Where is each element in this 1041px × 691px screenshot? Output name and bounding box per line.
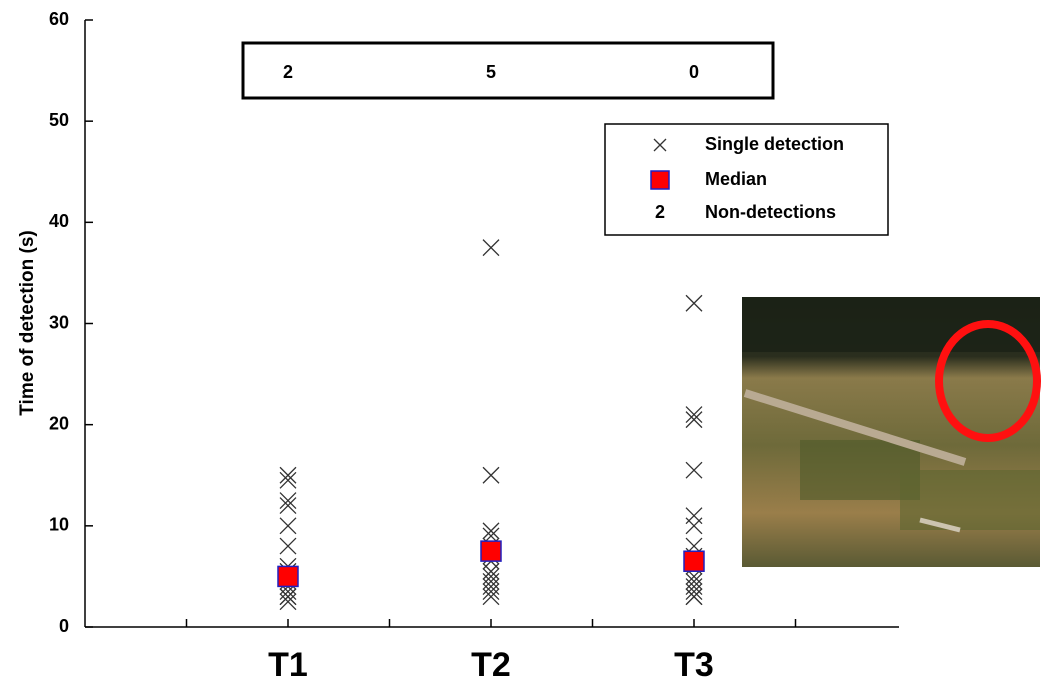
legend [604, 123, 889, 236]
detection-marker [685, 517, 703, 535]
detection-marker [482, 466, 500, 484]
detection-marker [685, 507, 703, 525]
x-tick-label: T2 [471, 646, 511, 684]
legend-label: Single detection [705, 134, 844, 154]
median-marker [683, 550, 705, 572]
nondetection-count: 0 [689, 62, 699, 82]
x-tick-label: T1 [268, 646, 308, 684]
nondetection-count: 2 [283, 62, 293, 82]
detection-marker [482, 239, 500, 257]
x-tick-label: T3 [674, 646, 714, 684]
y-axis-label: Time of detection (s) [17, 230, 38, 415]
photo-inset [742, 297, 1041, 567]
legend-symbol: 2 [655, 202, 665, 222]
detection-marker [482, 522, 500, 540]
y-tick-label: 10 [49, 515, 69, 535]
nondetection-count: 5 [486, 62, 496, 82]
detection-marker [685, 588, 703, 606]
y-tick-label: 50 [49, 110, 69, 130]
nondetection-box [241, 41, 775, 100]
legend-marker [650, 170, 670, 190]
detection-marker [279, 588, 297, 606]
detection-marker [685, 406, 703, 424]
y-tick-label: 30 [49, 312, 69, 332]
detection-marker [279, 537, 297, 555]
detection-marker [685, 294, 703, 312]
detection-marker [685, 583, 703, 601]
y-tick-label: 0 [59, 616, 69, 636]
detection-marker [482, 588, 500, 606]
detection-marker [482, 583, 500, 601]
y-tick-label: 60 [49, 9, 69, 29]
legend-label: Median [705, 169, 767, 189]
legend-label: Non-detections [705, 202, 836, 222]
y-tick-label: 20 [49, 413, 69, 433]
detection-marker [279, 492, 297, 510]
detection-marker [685, 461, 703, 479]
detection-marker [279, 517, 297, 535]
detection-marker [279, 593, 297, 611]
median-marker [480, 540, 502, 562]
detection-marker [685, 411, 703, 429]
y-tick-label: 40 [49, 211, 69, 231]
legend-marker [653, 138, 667, 152]
detection-marker [279, 471, 297, 489]
detection-marker [279, 497, 297, 515]
detection-marker [279, 466, 297, 484]
median-marker [277, 565, 299, 588]
